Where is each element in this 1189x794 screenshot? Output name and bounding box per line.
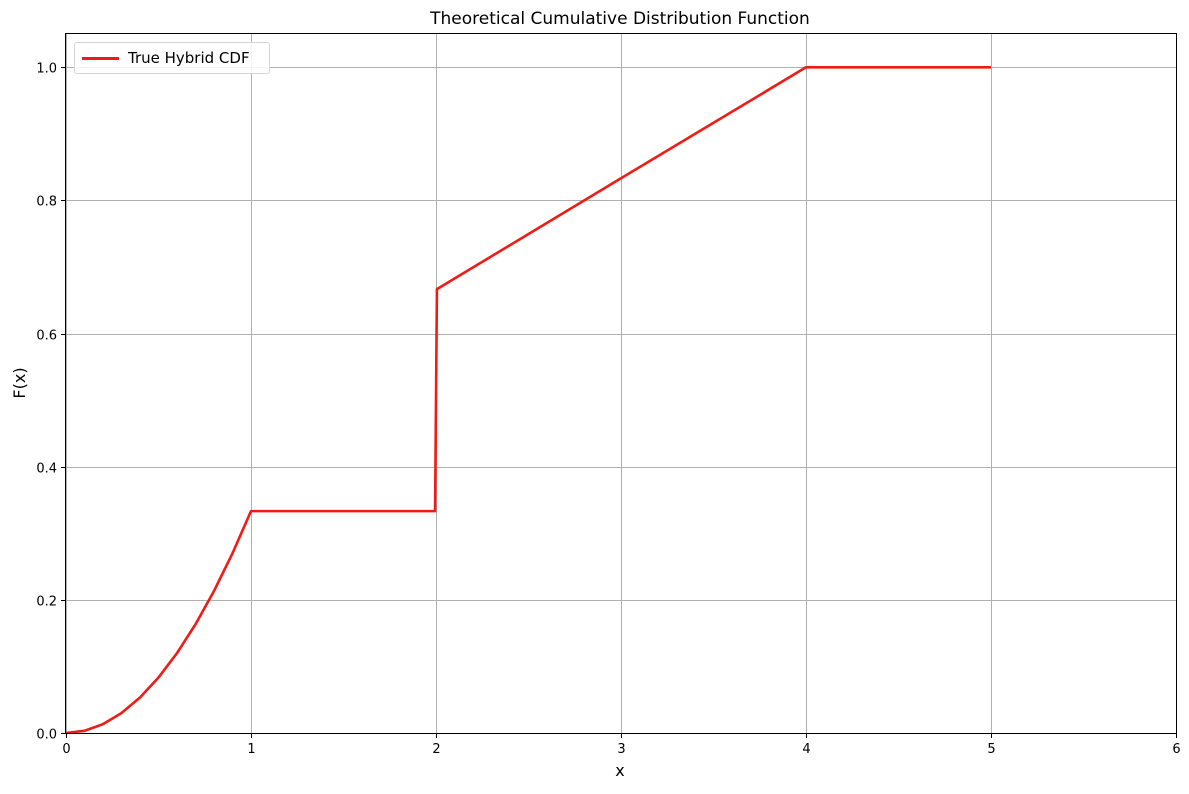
x-tick-label: 2 — [432, 742, 440, 757]
x-tick-label: 1 — [247, 742, 255, 757]
y-tick-label: 1.0 — [36, 62, 57, 77]
axis-ticks: 0 1 2 3 4 5 6 0.0 0.2 0.4 0.6 0.8 1.0 — [36, 62, 1180, 758]
y-tick-label: 0.8 — [36, 195, 57, 210]
y-tick-label: 0.2 — [36, 595, 57, 610]
legend: True Hybrid CDF — [74, 42, 270, 74]
series-layer — [65, 65, 991, 735]
series-line — [65, 65, 991, 735]
grid-lines — [66, 34, 1177, 734]
y-tick-label: 0.4 — [36, 462, 57, 477]
x-tick-label: 5 — [987, 742, 995, 757]
x-tick-label: 4 — [802, 742, 810, 757]
legend-swatch — [82, 57, 119, 60]
x-tick-label: 6 — [1172, 742, 1180, 757]
chart-title: Theoretical Cumulative Distribution Func… — [429, 9, 810, 29]
y-tick-label: 0.6 — [36, 329, 57, 344]
y-tick-label: 0.0 — [36, 728, 57, 743]
x-tick-label: 0 — [62, 742, 70, 757]
x-tick-label: 3 — [617, 742, 625, 757]
x-axis-label: x — [615, 761, 624, 780]
y-axis-label: F(x) — [10, 367, 29, 398]
legend-label: True Hybrid CDF — [128, 49, 250, 67]
